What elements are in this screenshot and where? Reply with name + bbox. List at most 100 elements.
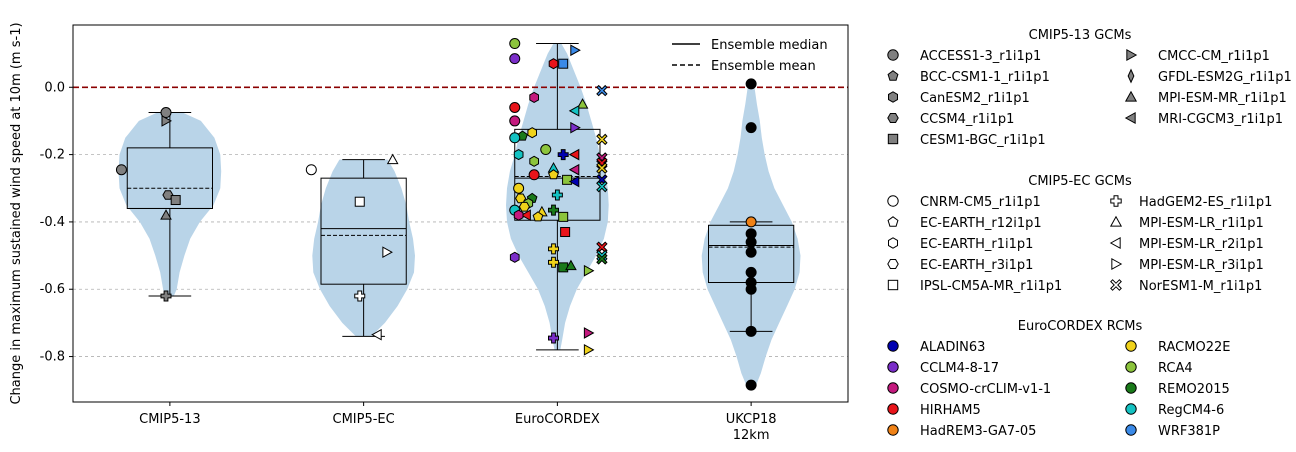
legend-marker xyxy=(1111,257,1123,271)
data-point xyxy=(386,153,399,165)
legend-label: MRI-CGCM3_r1i1p1 xyxy=(1158,112,1283,127)
data-point xyxy=(371,328,382,341)
data-point xyxy=(745,216,757,228)
data-point xyxy=(354,196,365,207)
y-tick-label: -0.8 xyxy=(40,350,65,365)
legend-marker xyxy=(887,49,899,61)
legend-marker xyxy=(887,216,899,227)
data-point xyxy=(568,148,580,161)
data-point xyxy=(576,98,589,109)
data-point xyxy=(529,155,539,167)
data-point xyxy=(529,91,539,103)
y-tick-label: -0.2 xyxy=(40,148,65,163)
data-point xyxy=(528,169,540,181)
data-point xyxy=(520,209,531,222)
data-point xyxy=(509,101,521,113)
legend-marker xyxy=(887,382,899,394)
data-point xyxy=(568,175,580,188)
data-point xyxy=(596,180,608,193)
legend-marker xyxy=(888,91,898,103)
data-point xyxy=(745,283,757,295)
data-point xyxy=(557,149,569,161)
data-point xyxy=(513,149,524,161)
data-point xyxy=(570,44,581,57)
data-point xyxy=(745,379,757,391)
plot-frame xyxy=(72,24,849,403)
data-point xyxy=(305,164,317,176)
x-tick-label: CMIP5-EC xyxy=(333,412,395,427)
legend-marker xyxy=(887,340,899,352)
legend-group-title: EuroCORDEX RCMs xyxy=(1018,319,1143,334)
legend-marker xyxy=(1125,403,1137,415)
legend-label: HIRHAM5 xyxy=(920,403,981,418)
data-point xyxy=(382,246,393,259)
legend-label: REMO2015 xyxy=(1158,382,1230,397)
data-point xyxy=(558,58,569,69)
data-point xyxy=(162,190,174,200)
legend-label: MPI-ESM-LR_r2i1p1 xyxy=(1139,237,1264,252)
legend-marker xyxy=(1109,236,1121,250)
legend-marker xyxy=(1126,48,1138,62)
data-point xyxy=(518,201,530,212)
violin-body xyxy=(118,112,222,296)
legend-marker xyxy=(1109,215,1123,227)
x-tick-label: 12km xyxy=(733,428,770,443)
legend-marker xyxy=(1110,279,1122,291)
data-point xyxy=(558,211,569,222)
legend-marker xyxy=(887,195,899,207)
legend-marker xyxy=(1110,195,1122,207)
data-point xyxy=(570,121,581,134)
data-point xyxy=(513,182,525,194)
legend-marker xyxy=(887,279,899,291)
legend-label: HadREM3-GA7-05 xyxy=(920,424,1036,439)
data-point xyxy=(568,104,580,117)
data-point xyxy=(160,209,172,220)
data-point xyxy=(160,107,172,119)
box-iqr xyxy=(514,128,601,221)
x-tick-label: CMIP5-13 xyxy=(139,412,200,427)
legend-group-title: CMIP5-13 GCMs xyxy=(1029,28,1132,43)
legend-marker xyxy=(887,424,899,436)
legend-label: CanESM2_r1i1p1 xyxy=(920,91,1030,106)
data-point xyxy=(745,122,757,134)
data-point xyxy=(745,325,757,337)
legend-marker xyxy=(887,259,899,269)
data-point xyxy=(551,189,563,201)
legend-label: ALADIN63 xyxy=(920,340,985,355)
legend-label: WRF381P xyxy=(1158,424,1220,439)
legend-marker xyxy=(1124,111,1136,125)
violin-body xyxy=(312,159,415,337)
legend-marker xyxy=(1125,382,1137,394)
data-point xyxy=(560,227,571,238)
legend-label: ACCESS1-3_r1i1p1 xyxy=(920,49,1041,64)
legend-marker xyxy=(1127,68,1135,84)
legend-marker xyxy=(887,70,899,81)
legend-marker xyxy=(887,113,899,123)
data-point xyxy=(170,195,181,206)
y-axis-label: Change in maximum sustained wind speed a… xyxy=(9,22,24,404)
data-point xyxy=(745,236,757,248)
legend-marker xyxy=(1125,424,1137,436)
legend-label: RegCM4-6 xyxy=(1158,403,1224,418)
data-point xyxy=(509,115,521,127)
legend-label: COSMO-crCLIM-v1-1 xyxy=(920,382,1051,397)
data-point xyxy=(745,246,757,258)
legend-label: CCSM4_r1i1p1 xyxy=(920,112,1014,127)
data-point xyxy=(548,332,559,344)
legend-label: GFDL-ESM2G_r1i1p1 xyxy=(1158,70,1292,85)
data-point xyxy=(596,133,608,146)
data-point xyxy=(548,169,559,180)
legend-group-title: CMIP5-EC GCMs xyxy=(1028,174,1132,189)
data-point xyxy=(509,53,521,65)
legend-label: BCC-CSM1-1_r1i1p1 xyxy=(920,70,1050,85)
data-point xyxy=(745,78,757,90)
data-point xyxy=(509,251,520,263)
data-point xyxy=(745,266,757,278)
data-point xyxy=(583,343,595,356)
data-point xyxy=(509,132,521,144)
legend-marker xyxy=(887,403,899,415)
legend-marker xyxy=(888,237,898,249)
data-point xyxy=(548,256,559,268)
legend-label: CMCC-CM_r1i1p1 xyxy=(1158,49,1270,64)
